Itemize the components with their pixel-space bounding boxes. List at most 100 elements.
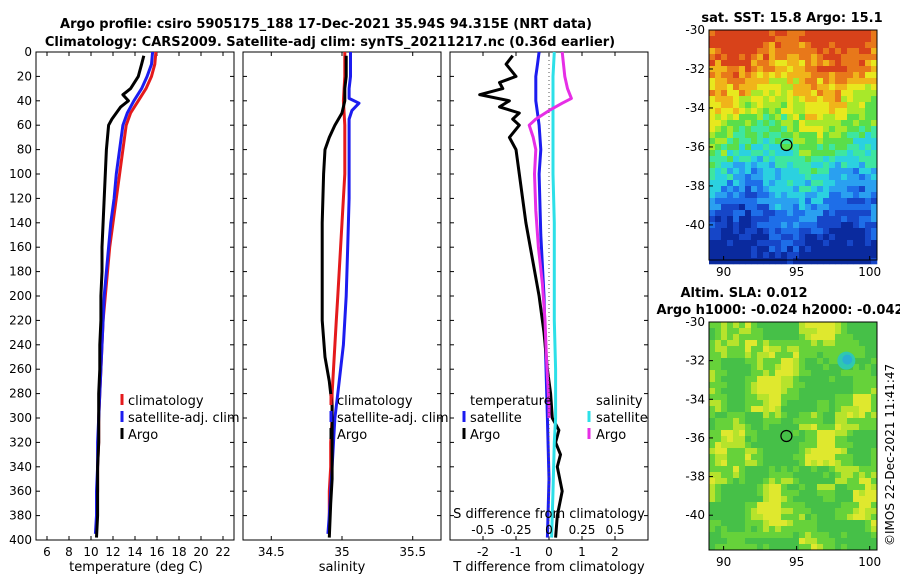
map-cell <box>793 162 800 169</box>
map-cell <box>775 370 782 377</box>
map-cell <box>745 234 752 241</box>
map-cell <box>751 144 758 151</box>
map-cell <box>733 436 740 443</box>
map-cell <box>817 532 824 539</box>
map-cell <box>787 346 794 353</box>
map-cell <box>763 174 770 181</box>
map-cell <box>787 102 794 109</box>
map-cell <box>871 358 878 365</box>
map-cell <box>865 376 872 383</box>
map-cell <box>841 108 848 115</box>
map-cell <box>859 322 866 329</box>
difference-legend-salinity: salinity satellite Argo <box>587 394 648 443</box>
map-cell <box>739 108 746 115</box>
map-cell <box>847 102 854 109</box>
map-cell <box>823 42 830 49</box>
map-cell <box>745 460 752 467</box>
map-cell <box>847 48 854 55</box>
map-cell <box>733 84 740 91</box>
map-cell <box>775 388 782 395</box>
map-cell <box>733 442 740 449</box>
map-cell <box>805 150 812 157</box>
map-cell <box>715 514 722 521</box>
map-cell <box>841 466 848 473</box>
map-cell <box>793 258 800 265</box>
map-cell <box>787 514 794 521</box>
map-cell <box>799 490 806 497</box>
map-cell <box>739 502 746 509</box>
map-cell <box>709 198 716 205</box>
map-cell <box>823 466 830 473</box>
map-cell <box>829 138 836 145</box>
map-cell <box>805 538 812 545</box>
map-cell <box>715 186 722 193</box>
map-cell <box>745 424 752 431</box>
map-cell <box>787 496 794 503</box>
map-cell <box>715 370 722 377</box>
s-tick-label: 0 <box>545 523 553 537</box>
map-cell <box>763 448 770 455</box>
map-cell <box>805 544 812 551</box>
map-cell <box>757 222 764 229</box>
map-cell <box>871 532 878 539</box>
map-cell <box>817 478 824 485</box>
map-cell <box>709 442 716 449</box>
map-cell <box>715 424 722 431</box>
map-cell <box>781 340 788 347</box>
map-cell <box>721 66 728 73</box>
map-cell <box>847 180 854 187</box>
map-cell <box>799 472 806 479</box>
map-cell <box>715 204 722 211</box>
map-cell <box>781 228 788 235</box>
difference-plot: -2 -1 0 1 2-0.5 -0.25 0 0.25 0.5 <box>450 51 648 559</box>
map-cell <box>829 436 836 443</box>
map-cell <box>721 454 728 461</box>
map-cell <box>721 442 728 449</box>
map-cell <box>811 96 818 103</box>
map-cell <box>841 328 848 335</box>
map-cell <box>817 388 824 395</box>
map-cell <box>811 204 818 211</box>
map-cell <box>865 174 872 181</box>
map-cell <box>745 72 752 79</box>
map-cell <box>847 168 854 175</box>
map-cell <box>709 228 716 235</box>
map-cell <box>751 102 758 109</box>
x-tick-label: 35.5 <box>399 545 426 559</box>
map-cell <box>811 42 818 49</box>
map-cell <box>805 144 812 151</box>
y-tick-label: -38 <box>685 179 705 193</box>
map-cell <box>727 30 734 37</box>
map-cell <box>721 526 728 533</box>
x-tick-label: 100 <box>858 555 881 569</box>
map-cell <box>799 370 806 377</box>
map-cell <box>841 192 848 199</box>
map-cell <box>841 228 848 235</box>
map-cell <box>817 114 824 121</box>
map-cell <box>775 442 782 449</box>
map-cell <box>835 198 842 205</box>
map-cell <box>829 364 836 371</box>
map-cell <box>709 370 716 377</box>
map-cell <box>835 490 842 497</box>
map-cell <box>811 90 818 97</box>
map-cell <box>817 430 824 437</box>
map-cell <box>787 228 794 235</box>
map-cell <box>799 538 806 545</box>
map-cell <box>847 454 854 461</box>
map-cell <box>757 382 764 389</box>
map-cell <box>853 514 860 521</box>
map-cell <box>763 322 770 329</box>
map-cell <box>751 472 758 479</box>
map-cell <box>745 322 752 329</box>
map-cell <box>805 346 812 353</box>
map-cell <box>847 370 854 377</box>
map-cell <box>811 460 818 467</box>
map-cell <box>763 210 770 217</box>
map-cell <box>817 496 824 503</box>
map-cell <box>739 454 746 461</box>
map-cell <box>745 96 752 103</box>
map-cell <box>841 156 848 163</box>
map-cell <box>715 364 722 371</box>
map-cell <box>835 72 842 79</box>
